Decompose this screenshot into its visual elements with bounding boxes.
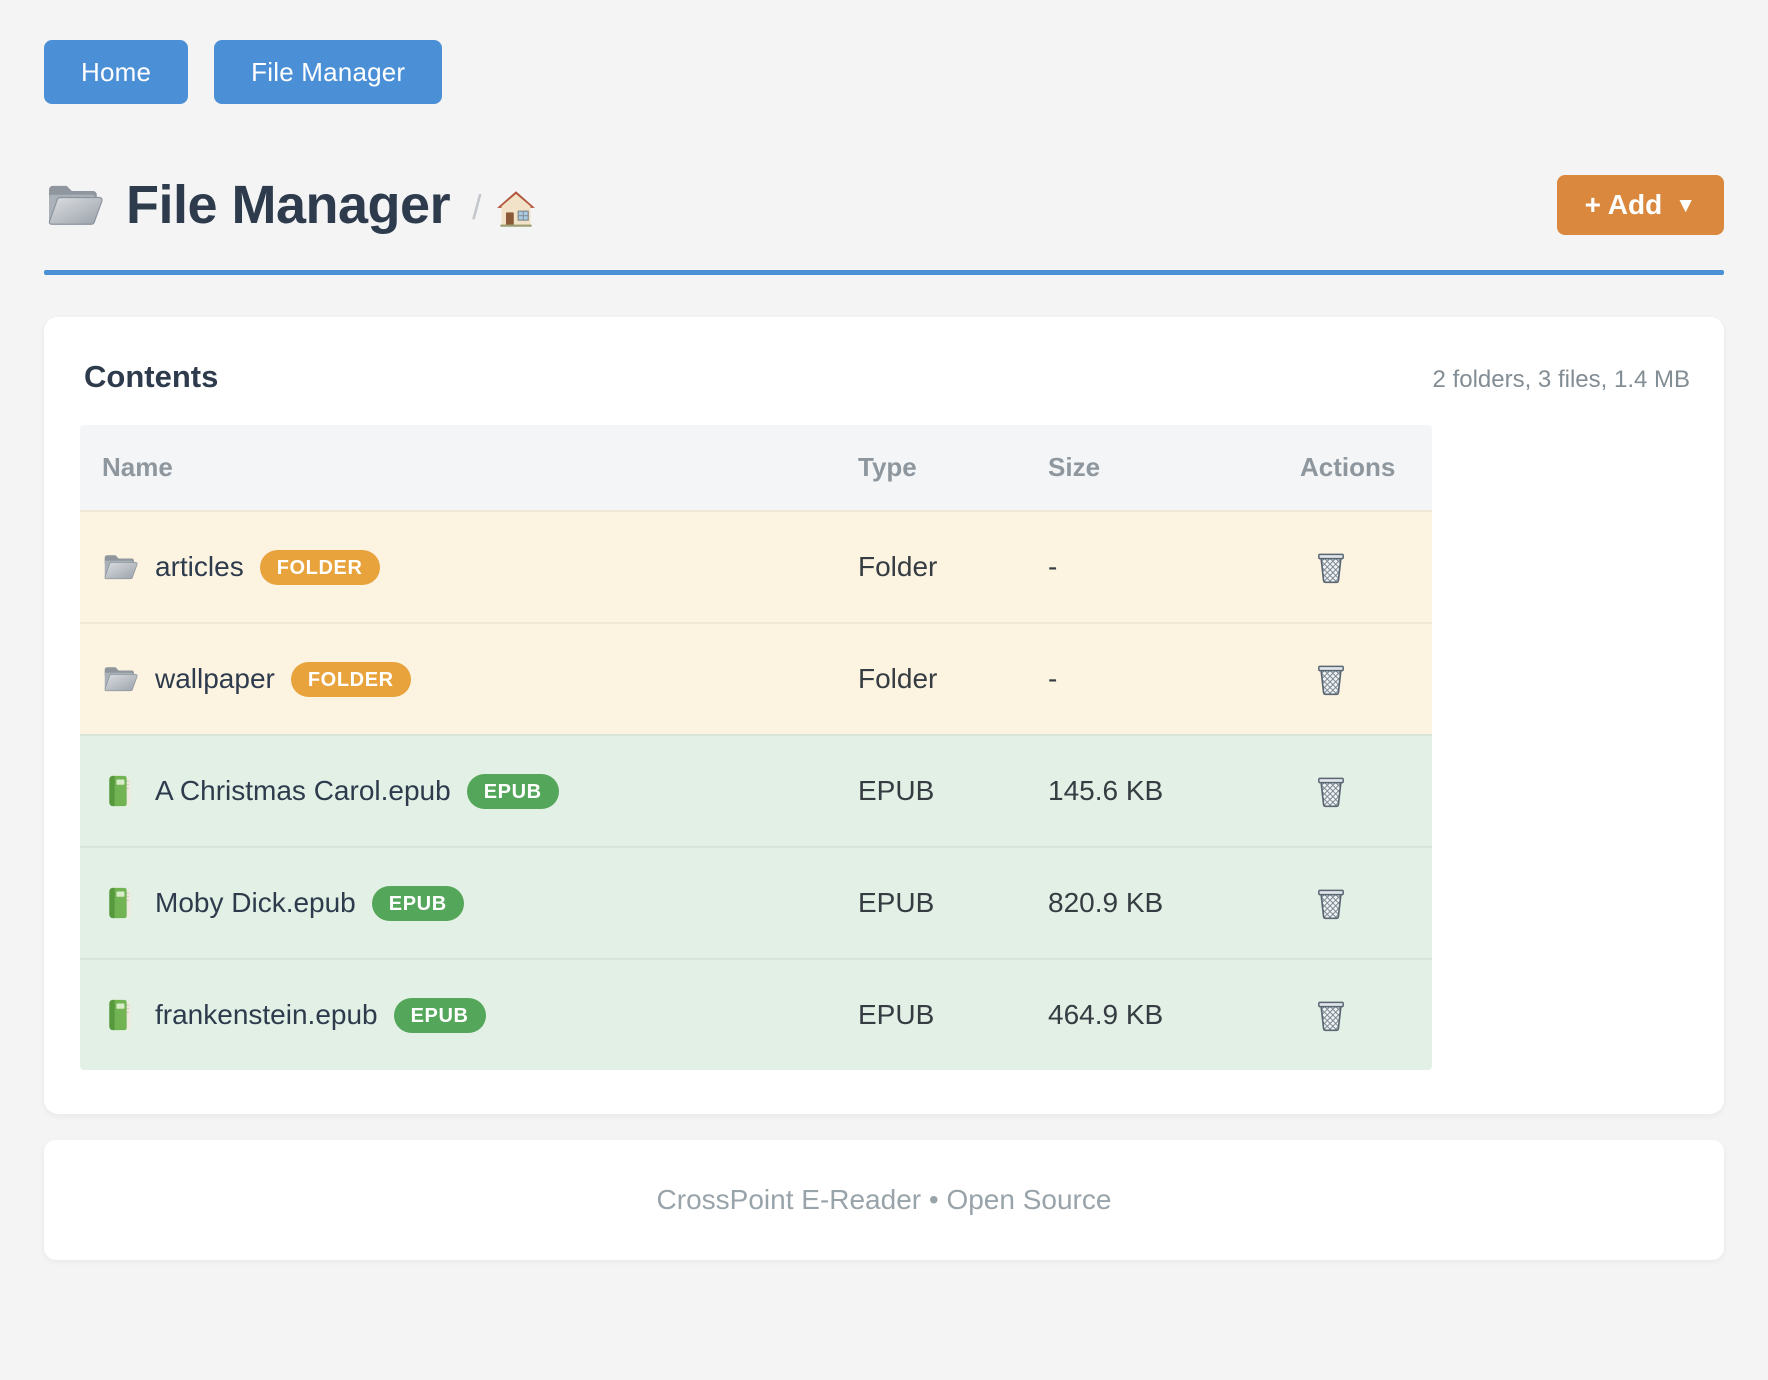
delete-button[interactable] — [1316, 886, 1346, 920]
delete-button[interactable] — [1316, 550, 1346, 584]
contents-summary: 2 folders, 3 files, 1.4 MB — [1433, 366, 1690, 394]
type-badge: EPUB — [467, 774, 559, 809]
page-header: File Manager / + Add ▼ — [44, 174, 1724, 236]
file-name[interactable]: articles — [155, 551, 244, 583]
name-cell: Moby Dick.epub EPUB — [80, 886, 858, 921]
folder-icon — [102, 663, 138, 695]
nav-file-manager-button[interactable]: File Manager — [214, 40, 442, 104]
file-name[interactable]: A Christmas Carol.epub — [155, 775, 451, 807]
nav-home-button[interactable]: Home — [44, 40, 188, 104]
page: Home File Manager File Manager / + Add ▼… — [0, 0, 1768, 1260]
folder-icon — [44, 180, 104, 230]
book-icon — [102, 775, 138, 807]
type-badge: FOLDER — [260, 550, 380, 585]
trash-icon — [1316, 662, 1346, 696]
file-name[interactable]: wallpaper — [155, 663, 275, 695]
delete-button[interactable] — [1316, 998, 1346, 1032]
table-row[interactable]: A Christmas Carol.epub EPUB EPUB 145.6 K… — [80, 734, 1432, 846]
file-size: - — [1048, 551, 1300, 583]
table-row[interactable]: articles FOLDER Folder - — [80, 510, 1432, 622]
actions-cell — [1300, 550, 1432, 584]
file-name[interactable]: frankenstein.epub — [155, 999, 378, 1031]
breadcrumb-nav: Home File Manager — [44, 0, 1724, 104]
chevron-down-icon: ▼ — [1675, 194, 1696, 218]
table-header-row: Name Type Size Actions — [80, 425, 1432, 510]
footer: CrossPoint E-Reader • Open Source — [44, 1140, 1724, 1260]
card-header: Contents 2 folders, 3 files, 1.4 MB — [80, 359, 1694, 395]
column-header-name: Name — [80, 452, 858, 483]
file-type: Folder — [858, 551, 1048, 583]
table-row[interactable]: frankenstein.epub EPUB EPUB 464.9 KB — [80, 958, 1432, 1070]
actions-cell — [1300, 886, 1432, 920]
add-button[interactable]: + Add ▼ — [1557, 175, 1724, 235]
file-name[interactable]: Moby Dick.epub — [155, 887, 356, 919]
trash-icon — [1316, 550, 1346, 584]
type-badge: FOLDER — [291, 662, 411, 697]
file-size: - — [1048, 663, 1300, 695]
file-type: EPUB — [858, 775, 1048, 807]
name-cell: articles FOLDER — [80, 550, 858, 585]
footer-text: CrossPoint E-Reader • Open Source — [657, 1184, 1112, 1216]
table-row[interactable]: wallpaper FOLDER Folder - — [80, 622, 1432, 734]
contents-card: Contents 2 folders, 3 files, 1.4 MB Name… — [44, 317, 1724, 1114]
type-badge: EPUB — [394, 998, 486, 1033]
file-type: EPUB — [858, 887, 1048, 919]
column-header-actions: Actions — [1300, 452, 1432, 483]
file-size: 820.9 KB — [1048, 887, 1300, 919]
trash-icon — [1316, 774, 1346, 808]
delete-button[interactable] — [1316, 662, 1346, 696]
file-size: 464.9 KB — [1048, 999, 1300, 1031]
folder-icon — [102, 551, 138, 583]
name-cell: wallpaper FOLDER — [80, 662, 858, 697]
column-header-size: Size — [1048, 452, 1300, 483]
file-type: EPUB — [858, 999, 1048, 1031]
delete-button[interactable] — [1316, 774, 1346, 808]
file-table: Name Type Size Actions articles FOLDER F… — [80, 425, 1432, 1070]
actions-cell — [1300, 662, 1432, 696]
table-row[interactable]: Moby Dick.epub EPUB EPUB 820.9 KB — [80, 846, 1432, 958]
actions-cell — [1300, 998, 1432, 1032]
type-badge: EPUB — [372, 886, 464, 921]
accent-rule — [44, 270, 1724, 275]
file-type: Folder — [858, 663, 1048, 695]
page-title: File Manager — [126, 174, 450, 236]
add-button-label: + Add — [1585, 189, 1663, 221]
file-size: 145.6 KB — [1048, 775, 1300, 807]
name-cell: frankenstein.epub EPUB — [80, 998, 858, 1033]
trash-icon — [1316, 998, 1346, 1032]
name-cell: A Christmas Carol.epub EPUB — [80, 774, 858, 809]
house-icon[interactable] — [496, 190, 536, 228]
column-header-type: Type — [858, 452, 1048, 483]
contents-heading: Contents — [84, 359, 218, 395]
actions-cell — [1300, 774, 1432, 808]
trash-icon — [1316, 886, 1346, 920]
title-group: File Manager / — [44, 174, 536, 236]
book-icon — [102, 887, 138, 919]
book-icon — [102, 999, 138, 1031]
breadcrumb-separator: / — [472, 189, 481, 228]
table-body: articles FOLDER Folder - wallpaper FOLDE… — [80, 510, 1432, 1070]
